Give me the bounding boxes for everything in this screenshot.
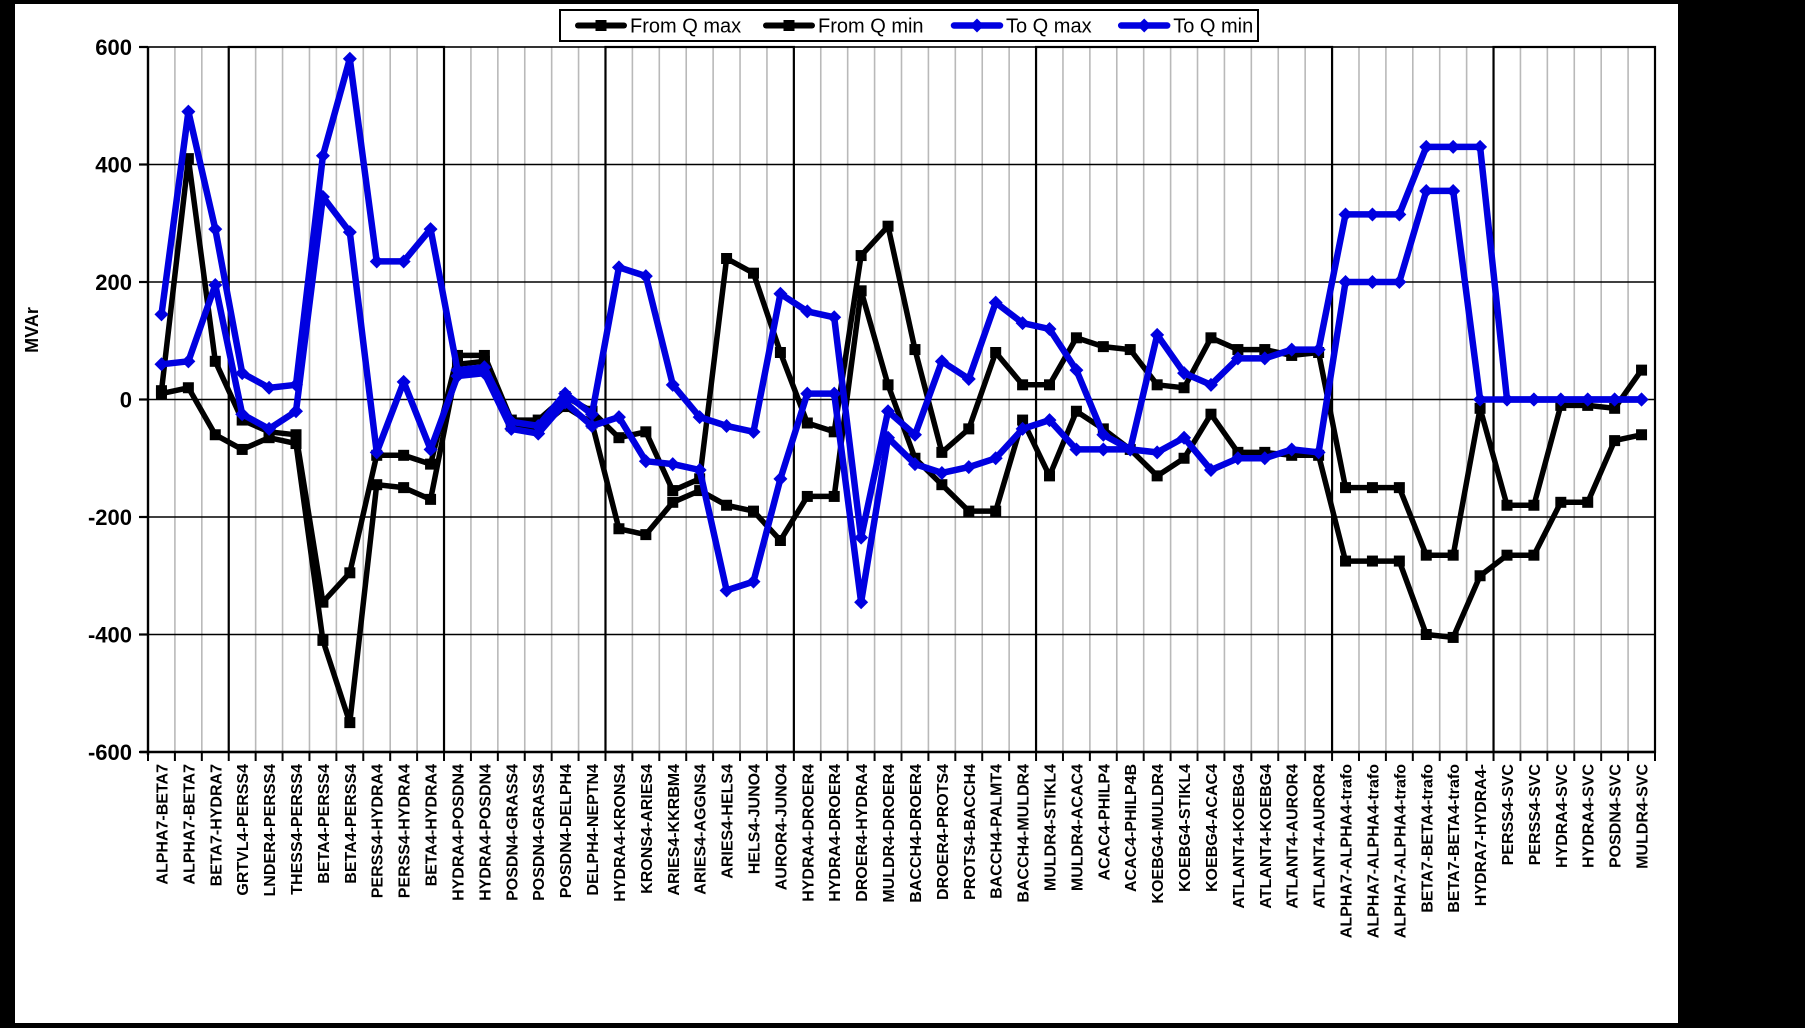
svg-text:ACAC4-PHILP4B: ACAC4-PHILP4B [1123,764,1140,892]
legend-item-from-q-min: From Q min [763,16,924,38]
svg-text:PROTS4-BACCH4: PROTS4-BACCH4 [962,764,979,900]
svg-text:HELS4-JUNO4: HELS4-JUNO4 [747,764,764,874]
svg-text:ARIES4-HELS4: ARIES4-HELS4 [720,764,737,879]
svg-text:MULDR4-ACAC4: MULDR4-ACAC4 [1069,764,1086,891]
svg-text:BACCH4-MULDR4: BACCH4-MULDR4 [1016,764,1033,903]
svg-text:MULDR4-STIKL4: MULDR4-STIKL4 [1043,764,1060,891]
legend-item-to-q-max: To Q max [950,16,1092,38]
chart-paper: 600 400 200 0 -200 -400 -600 MVAr ALPHA7-BETA7 AL… [15,4,1678,1023]
svg-text:200: 200 [95,270,132,295]
series-to-q-min [154,183,1649,610]
svg-text:BETA4-PERSS4: BETA4-PERSS4 [316,764,333,884]
svg-text:HYDRA4-DROER4: HYDRA4-DROER4 [800,764,817,902]
svg-text:ALPHA7-ALPHA4-trafo: ALPHA7-ALPHA4-trafo [1365,764,1382,938]
axis-ticks [139,45,1656,761]
svg-text:-600: -600 [88,740,132,765]
svg-text:BETA7-BETA4-trafo: BETA7-BETA4-trafo [1446,764,1463,913]
svg-text:MULDR4-DROER4: MULDR4-DROER4 [881,764,898,903]
svg-text:PERSS4-HYDRA4: PERSS4-HYDRA4 [370,764,387,898]
legend: From Q max From Q min To Q max To Q min [559,9,1259,42]
y-axis-title: MVAr [22,307,42,353]
svg-text:-400: -400 [88,623,132,648]
svg-text:ALPHA7-BETA7: ALPHA7-BETA7 [155,764,172,885]
svg-text:To Q max: To Q max [1006,16,1092,38]
legend-item-to-q-min: To Q min [1117,16,1253,38]
svg-text:ATLANT4-KOEBG4: ATLANT4-KOEBG4 [1231,764,1248,909]
svg-text:ATLANT4-AUROR4: ATLANT4-AUROR4 [1312,764,1329,909]
svg-text:ATLANT4-KOEBG4: ATLANT4-KOEBG4 [1258,764,1275,909]
svg-text:DELPH4-NEPTN4: DELPH4-NEPTN4 [585,764,602,896]
svg-text:KOEBG4-ACAC4: KOEBG4-ACAC4 [1204,764,1221,892]
svg-text:600: 600 [95,35,132,60]
svg-text:PERSS4-SVC: PERSS4-SVC [1500,764,1517,866]
svg-text:POSDN4-GRASS4: POSDN4-GRASS4 [504,764,521,901]
legend-item-from-q-max: From Q max [575,16,741,38]
svg-text:POSDN4-DELPH4: POSDN4-DELPH4 [558,764,575,898]
svg-text:-200: -200 [88,505,132,530]
svg-text:HYDRA4-KRONS4: HYDRA4-KRONS4 [612,764,629,902]
svg-text:KOEBG4-MULDR4: KOEBG4-MULDR4 [1150,764,1167,904]
svg-text:POSDN4-GRASS4: POSDN4-GRASS4 [531,764,548,901]
svg-text:HYDRA4-POSDN4: HYDRA4-POSDN4 [451,764,468,901]
svg-text:ALPHA7-ALPHA4-trafo: ALPHA7-ALPHA4-trafo [1392,764,1409,938]
svg-text:MULDR4-SVC: MULDR4-SVC [1635,764,1652,869]
svg-text:PERSS4-SVC: PERSS4-SVC [1527,764,1544,866]
svg-text:BACCH4-PALMT4: BACCH4-PALMT4 [989,764,1006,899]
svg-text:BETA4-HYDRA4: BETA4-HYDRA4 [424,764,441,886]
svg-text:From Q max: From Q max [630,16,741,38]
svg-text:HYDRA4-SVC: HYDRA4-SVC [1554,764,1571,868]
svg-text:BETA7-HYDRA7: BETA7-HYDRA7 [208,764,225,886]
svg-text:400: 400 [95,153,132,178]
svg-text:DROER4-PROTS4: DROER4-PROTS4 [935,764,952,900]
x-category-labels: ALPHA7-BETA7 ALPHA7-BETA7 BETA7-HYDRA7 GRTV… [155,764,1652,939]
svg-text:HYDRA4-DROER4: HYDRA4-DROER4 [827,764,844,902]
svg-text:DROER4-HYDRA4: DROER4-HYDRA4 [854,764,871,902]
svg-text:BETA7-BETA4-trafo: BETA7-BETA4-trafo [1419,764,1436,913]
svg-text:GRTVL4-PERSS4: GRTVL4-PERSS4 [235,764,252,896]
svg-text:POSDN4-SVC: POSDN4-SVC [1608,764,1625,868]
svg-text:THESS4-PERSS4: THESS4-PERSS4 [289,764,306,895]
svg-text:ARIES4-AGGNS4: ARIES4-AGGNS4 [693,764,710,895]
svg-text:ACAC4-PHILP4: ACAC4-PHILP4 [1096,764,1113,881]
svg-text:ARIES4-KKRBM4: ARIES4-KKRBM4 [666,764,683,896]
svg-text:HYDRA7-HYDRA4-: HYDRA7-HYDRA4- [1473,764,1490,906]
svg-text:KOEBG4-STIKL4: KOEBG4-STIKL4 [1177,764,1194,892]
svg-text:HYDRA4-POSDN4: HYDRA4-POSDN4 [477,764,494,901]
svg-text:BACCH4-DROER4: BACCH4-DROER4 [908,764,925,903]
svg-text:BETA4-PERSS4: BETA4-PERSS4 [343,764,360,884]
y-tick-labels: 600 400 200 0 -200 -400 -600 [88,35,132,765]
svg-text:To Q min: To Q min [1173,16,1253,38]
svg-text:AUROR4-JUNO4: AUROR4-JUNO4 [773,764,790,890]
svg-text:ATLANT4-AUROR4: ATLANT4-AUROR4 [1285,764,1302,909]
svg-text:From Q min: From Q min [818,16,924,38]
svg-text:PERSS4-HYDRA4: PERSS4-HYDRA4 [397,764,414,898]
svg-text:LNDER4-PERSS4: LNDER4-PERSS4 [262,764,279,897]
svg-text:0: 0 [120,388,132,413]
svg-text:KRONS4-ARIES4: KRONS4-ARIES4 [639,764,656,894]
svg-text:HYDRA4-SVC: HYDRA4-SVC [1581,764,1598,868]
svg-text:ALPHA7-ALPHA4-trafo: ALPHA7-ALPHA4-trafo [1339,764,1356,938]
svg-text:ALPHA7-BETA7: ALPHA7-BETA7 [181,764,198,885]
